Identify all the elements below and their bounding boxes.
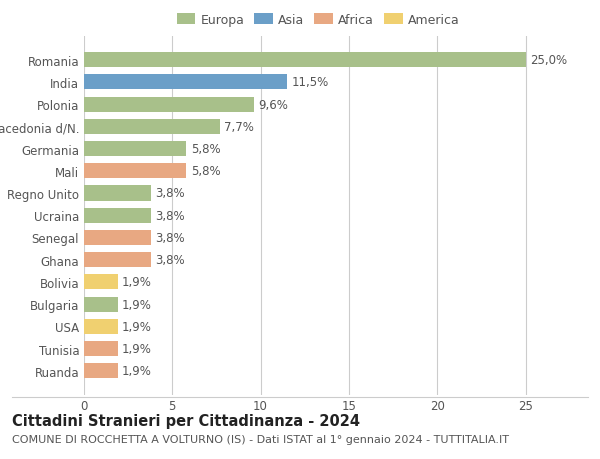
Text: 9,6%: 9,6%	[258, 98, 288, 112]
Bar	[84, 97, 254, 112]
Text: 5,8%: 5,8%	[191, 165, 220, 178]
Text: 3,8%: 3,8%	[155, 253, 185, 267]
Text: 1,9%: 1,9%	[122, 298, 152, 311]
Text: COMUNE DI ROCCHETTA A VOLTURNO (IS) - Dati ISTAT al 1° gennaio 2024 - TUTTITALIA: COMUNE DI ROCCHETTA A VOLTURNO (IS) - Da…	[12, 434, 509, 444]
Text: 1,9%: 1,9%	[122, 364, 152, 377]
Bar	[84, 319, 118, 334]
Bar	[84, 53, 526, 68]
Text: 3,8%: 3,8%	[155, 231, 185, 244]
Bar	[84, 230, 151, 246]
Bar	[84, 364, 118, 379]
Text: 25,0%: 25,0%	[530, 54, 567, 67]
Bar	[84, 75, 287, 90]
Text: 5,8%: 5,8%	[191, 143, 220, 156]
Text: 7,7%: 7,7%	[224, 121, 254, 134]
Bar	[84, 119, 220, 134]
Text: 1,9%: 1,9%	[122, 276, 152, 289]
Text: 3,8%: 3,8%	[155, 209, 185, 222]
Bar	[84, 208, 151, 223]
Legend: Europa, Asia, Africa, America: Europa, Asia, Africa, America	[176, 14, 460, 27]
Text: 3,8%: 3,8%	[155, 187, 185, 200]
Bar	[84, 142, 187, 157]
Bar	[84, 274, 118, 290]
Bar	[84, 186, 151, 201]
Bar	[84, 164, 187, 179]
Text: 1,9%: 1,9%	[122, 342, 152, 355]
Text: 1,9%: 1,9%	[122, 320, 152, 333]
Bar	[84, 341, 118, 356]
Text: Cittadini Stranieri per Cittadinanza - 2024: Cittadini Stranieri per Cittadinanza - 2…	[12, 413, 360, 428]
Bar	[84, 252, 151, 268]
Text: 11,5%: 11,5%	[292, 76, 329, 89]
Bar	[84, 297, 118, 312]
